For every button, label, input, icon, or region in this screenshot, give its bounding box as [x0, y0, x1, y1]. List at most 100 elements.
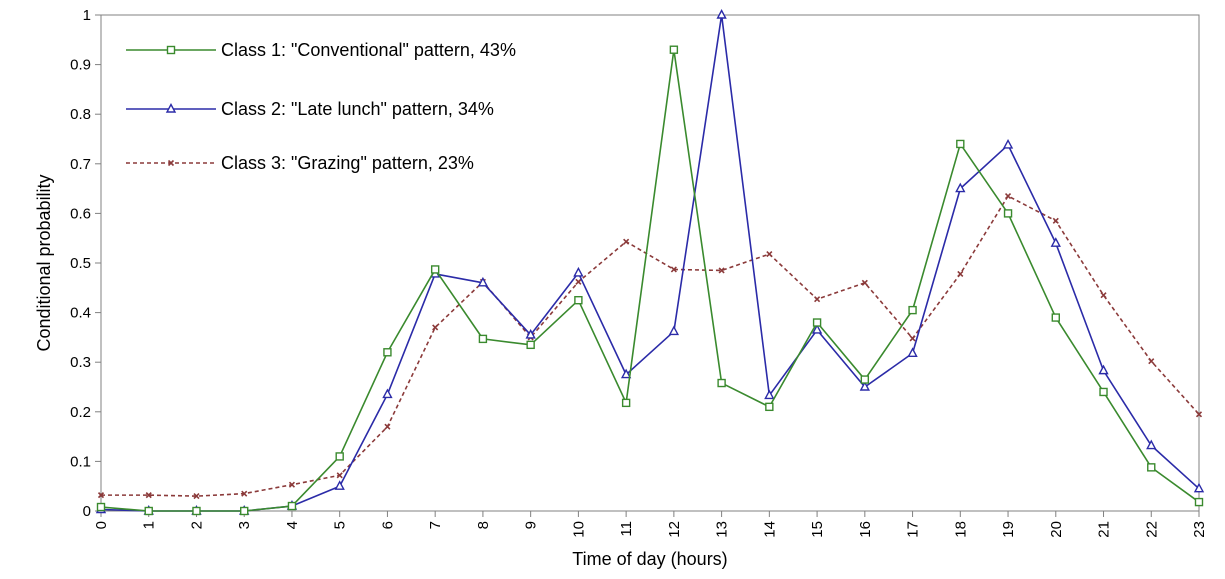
data-point [1098, 364, 1109, 375]
legend-item-3: Class 3: "Grazing" pattern, 23% [126, 153, 474, 173]
data-point [1051, 313, 1060, 322]
x-tick-label: 11 [618, 521, 635, 537]
data-point [1193, 482, 1205, 493]
data-point [668, 325, 680, 336]
series-line [100, 48, 1200, 512]
y-tick-label: 0.7 [70, 156, 91, 173]
data-point [1004, 192, 1012, 200]
x-tick-label: 10 [570, 521, 587, 538]
legend-label: Class 2: "Late lunch" pattern, 34% [221, 99, 494, 119]
data-point [861, 279, 868, 286]
y-tick-label: 0.1 [70, 453, 91, 470]
series-layer [95, 9, 1205, 516]
data-point [96, 502, 106, 512]
legend-label: Class 3: "Grazing" pattern, 23% [221, 153, 474, 173]
y-tick-label: 1 [83, 7, 91, 24]
data-point [1148, 358, 1155, 365]
axes: 00.10.20.30.40.50.60.70.80.910 1 2 3 4 5 6 7 8 9 1… [70, 7, 1208, 538]
marker-stroke [670, 266, 677, 273]
marker-stroke [1195, 411, 1203, 418]
data-point [145, 492, 152, 499]
data-point [908, 305, 917, 315]
data-point [574, 296, 583, 305]
data-point [670, 266, 677, 273]
data-point [192, 506, 201, 516]
data-point [907, 347, 918, 357]
data-point [193, 493, 200, 500]
data-point [1194, 497, 1204, 507]
marker-stroke [336, 472, 343, 479]
marker-stroke [1100, 292, 1107, 299]
data-point [575, 278, 582, 285]
legend-item-1: Class 1: "Conventional" pattern, 43% [126, 40, 516, 60]
data-point [383, 348, 392, 357]
data-point [956, 139, 965, 149]
marker-stroke [718, 267, 725, 274]
marker-stroke [384, 423, 391, 430]
marker-stroke [97, 492, 105, 499]
data-point [287, 501, 297, 511]
x-tick-label: 9 [523, 521, 540, 529]
data-point [1003, 209, 1013, 218]
x-tick-label: 2 [188, 521, 205, 529]
data-point [717, 378, 726, 388]
data-point [1050, 237, 1061, 247]
marker-stroke [288, 481, 296, 488]
data-point [621, 398, 631, 408]
data-point [526, 340, 535, 350]
data-point [811, 323, 823, 334]
data-point [1147, 463, 1156, 472]
x-tick-label: 15 [809, 521, 826, 538]
marker-stroke [623, 238, 630, 245]
series-1 [96, 45, 1204, 516]
marker-stroke [145, 492, 152, 499]
x-tick-label: 1 [141, 521, 158, 529]
y-tick-label: 0.6 [70, 205, 91, 222]
data-point [288, 481, 296, 488]
y-tick-label: 0.3 [70, 354, 91, 371]
data-point [478, 334, 488, 344]
data-point [1002, 138, 1014, 149]
x-tick-label: 8 [475, 521, 492, 529]
legend-marker [165, 103, 177, 113]
legend-label: Class 1: "Conventional" pattern, 43% [221, 40, 516, 60]
y-tick-label: 0.5 [70, 255, 91, 272]
data-point [382, 388, 393, 399]
series-2 [95, 9, 1205, 515]
data-point [1100, 292, 1107, 299]
data-point [955, 182, 966, 193]
marker-stroke [241, 490, 248, 497]
marker-stroke [1148, 358, 1155, 365]
x-tick-label: 17 [905, 521, 922, 538]
data-point [1146, 439, 1157, 450]
data-point [764, 389, 775, 400]
x-tick-label: 23 [1191, 521, 1208, 538]
x-tick-label: 18 [952, 521, 969, 538]
series-line [101, 195, 1200, 497]
marker-stroke [814, 296, 821, 303]
x-tick-label: 12 [666, 521, 683, 538]
plot-frame [100, 14, 1200, 512]
y-tick-label: 0.9 [70, 57, 91, 74]
x-tick-label: 13 [714, 521, 731, 538]
data-point [812, 318, 822, 327]
data-point [909, 335, 916, 342]
data-point [814, 296, 821, 303]
data-point [335, 452, 344, 461]
data-point [241, 490, 248, 497]
legend-item-2: Class 2: "Late lunch" pattern, 34% [126, 99, 494, 119]
data-point [525, 328, 536, 339]
x-tick-label: 4 [284, 521, 301, 529]
x-tick-label: 20 [1048, 521, 1065, 538]
data-point [860, 375, 870, 384]
x-tick-label: 14 [761, 521, 778, 538]
marker-stroke [766, 251, 773, 258]
y-tick-label: 0.2 [70, 404, 91, 421]
x-tick-label: 7 [427, 521, 444, 529]
marker-stroke [957, 270, 964, 277]
series-line [100, 14, 1200, 512]
y-tick-label: 0 [83, 503, 91, 520]
marker-stroke [909, 335, 916, 342]
data-point [573, 266, 584, 277]
